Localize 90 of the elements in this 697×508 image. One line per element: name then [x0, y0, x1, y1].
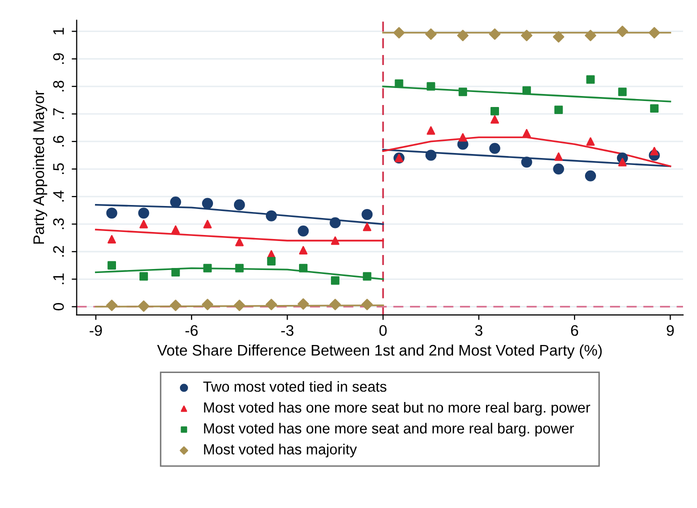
point	[330, 217, 341, 228]
point	[585, 170, 596, 182]
point	[202, 198, 214, 209]
point	[170, 196, 182, 208]
point	[234, 199, 245, 210]
point	[171, 225, 180, 234]
point	[520, 30, 532, 42]
y-tick-label: .7	[53, 108, 64, 119]
point	[362, 272, 372, 281]
point	[330, 236, 340, 245]
point	[584, 30, 596, 42]
y-tick-label: .3	[53, 218, 64, 230]
point	[521, 156, 532, 168]
point	[202, 298, 214, 310]
x-axis-title: Vote Share Difference Between 1st and 2nd Most Voted Party (%)	[157, 344, 602, 359]
point	[522, 128, 531, 138]
point	[490, 115, 499, 124]
point	[361, 298, 373, 310]
point	[299, 246, 308, 254]
point	[267, 257, 276, 266]
point	[235, 264, 244, 272]
legend-label: Most voted has one more seat and more real barg. power	[204, 422, 574, 436]
point	[235, 238, 244, 246]
y-tick-label: 1	[53, 28, 64, 34]
point	[650, 146, 659, 156]
point	[586, 137, 595, 146]
point	[299, 264, 308, 272]
point	[554, 106, 563, 114]
legend-label: Two most voted tied in seats	[203, 381, 386, 392]
point	[426, 82, 436, 91]
point	[139, 220, 148, 228]
point	[425, 28, 437, 40]
x-tick-label: -6	[185, 325, 198, 336]
y-tick-label: .9	[53, 53, 64, 64]
point	[586, 75, 595, 84]
y-tick-label: .1	[53, 274, 64, 284]
point	[266, 298, 278, 310]
point	[552, 31, 564, 43]
point	[458, 88, 468, 96]
point	[106, 300, 118, 312]
point	[139, 272, 148, 281]
point	[234, 300, 246, 312]
point	[458, 133, 468, 142]
point	[618, 88, 627, 96]
point	[171, 268, 180, 277]
point	[266, 210, 277, 222]
point	[329, 298, 341, 310]
point	[489, 28, 500, 40]
x-tick-label: 9	[666, 325, 674, 336]
point	[298, 225, 309, 236]
x-tick-label: -3	[281, 325, 294, 336]
y-axis-title: Party Appointed Mayor	[32, 90, 48, 244]
y-tick-label: .2	[53, 246, 64, 257]
point	[108, 261, 116, 270]
point	[618, 158, 627, 166]
point	[489, 142, 500, 154]
point	[522, 86, 531, 95]
y-tick-label: .6	[53, 136, 64, 146]
x-tick-label: 6	[571, 325, 578, 336]
point	[553, 164, 564, 175]
y-tick-label: .5	[53, 163, 64, 174]
legend-label: Most voted has one more seat but no more real barg. power	[204, 402, 590, 416]
point	[650, 104, 659, 113]
point	[138, 208, 150, 219]
x-tick-label: 3	[475, 325, 482, 336]
legend-label: Most voted has majority	[204, 444, 357, 458]
point	[393, 27, 405, 38]
x-tick-label: -9	[90, 325, 102, 336]
point	[362, 208, 373, 220]
y-tick-label: .8	[53, 80, 64, 92]
point	[170, 300, 182, 312]
y-tick-label: 0	[53, 303, 64, 310]
point	[106, 208, 118, 219]
point	[490, 106, 499, 116]
x-tick-label: 0	[379, 325, 387, 336]
y-tick-label: .4	[53, 190, 64, 202]
point	[648, 27, 660, 38]
point	[330, 276, 340, 285]
point	[457, 30, 469, 42]
point	[138, 300, 150, 312]
point	[616, 26, 628, 38]
point	[426, 126, 436, 135]
point	[203, 264, 212, 272]
point	[425, 150, 436, 161]
point	[108, 235, 116, 244]
point	[203, 220, 212, 228]
point	[362, 222, 372, 232]
point	[394, 79, 404, 88]
point	[298, 298, 309, 310]
point	[554, 152, 563, 161]
